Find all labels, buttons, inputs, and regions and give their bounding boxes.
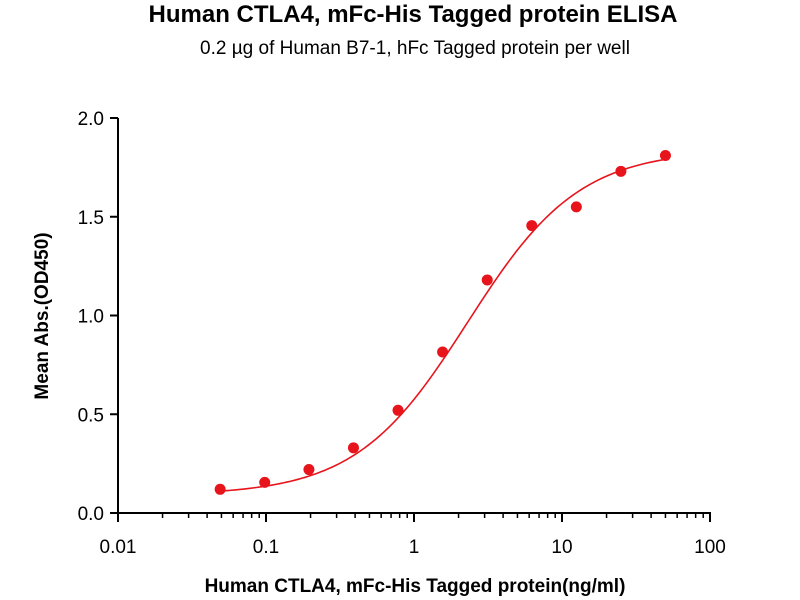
y-tick-label: 0.5 xyxy=(78,405,104,426)
chart-subtitle: 0.2 µg of Human B7-1, hFc Tagged protein… xyxy=(200,38,630,59)
x-ticks: 0.01 0.1 1 10 100 xyxy=(100,513,726,558)
x-tick-label: 0.1 xyxy=(253,537,279,558)
data-point xyxy=(214,483,226,495)
data-point xyxy=(347,442,359,454)
data-point xyxy=(615,165,627,177)
y-axis-label: Mean Abs.(OD450) xyxy=(32,232,53,399)
y-ticks: 0.0 0.5 1.0 1.5 2.0 xyxy=(78,109,118,525)
chart-title: Human CTLA4, mFc-His Tagged protein ELIS… xyxy=(149,1,678,28)
data-point xyxy=(303,464,315,476)
data-point xyxy=(526,220,538,232)
data-point xyxy=(437,346,449,358)
data-point xyxy=(392,404,404,416)
fit-curve xyxy=(220,158,666,492)
x-tick-label: 1 xyxy=(409,537,420,558)
data-point xyxy=(259,476,271,488)
y-tick-label: 1.0 xyxy=(78,307,104,328)
x-tick-label: 10 xyxy=(551,537,572,558)
y-tick-label: 1.5 xyxy=(78,208,104,229)
fit-curve-group xyxy=(220,158,666,492)
data-point xyxy=(659,150,671,162)
x-tick-label: 0.01 xyxy=(100,537,137,558)
data-point xyxy=(481,274,493,286)
data-points xyxy=(214,150,671,495)
axes xyxy=(117,118,711,514)
y-tick-label: 0.0 xyxy=(78,504,104,525)
x-axis-label: Human CTLA4, mFc-His Tagged protein(ng/m… xyxy=(205,576,626,597)
x-tick-label: 100 xyxy=(694,537,726,558)
data-point xyxy=(570,201,582,213)
y-tick-label: 2.0 xyxy=(78,109,104,130)
